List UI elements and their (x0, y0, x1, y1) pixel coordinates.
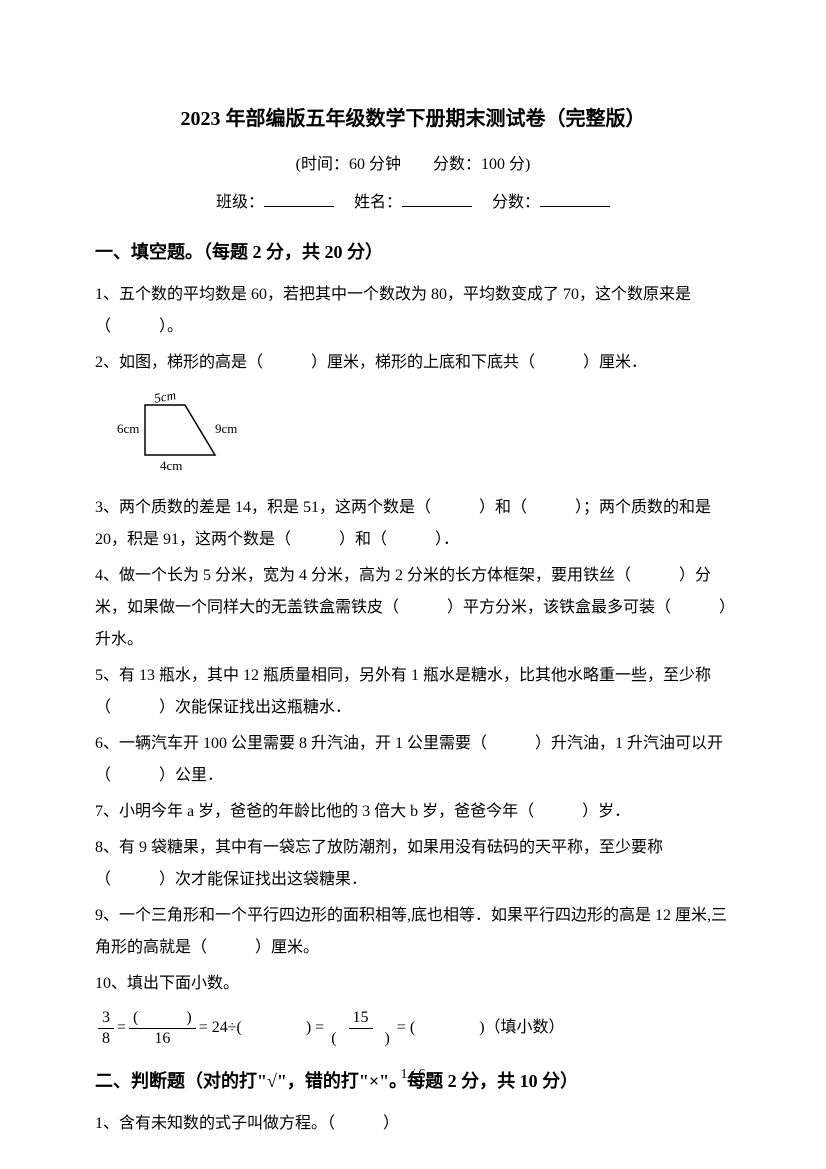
trapezoid-right-label: 9cm (215, 421, 237, 436)
question-3: 3、两个质数的差是 14，积是 51，这两个数是（ ）和（ ）；两个质数的和是 … (95, 492, 731, 556)
score-blank (540, 189, 610, 207)
fraction-2: ( ) 16 (129, 1008, 196, 1047)
exam-title: 2023 年部编版五年级数学下册期末测试卷（完整版） (95, 100, 731, 138)
eq-3: = ( )（填小数） (397, 1013, 565, 1043)
frac1-den: 8 (98, 1029, 114, 1048)
question-8: 8、有 9 袋糖果，其中有一袋忘了放防潮剂，如果用没有砝码的天平称，至少要称（ … (95, 832, 731, 896)
question-7: 7、小明今年 a 岁，爸爸的年龄比他的 3 倍大 b 岁，爸爸今年（ ）岁． (95, 796, 731, 828)
fraction-equation: 3 8 = ( ) 16 = 24÷( ) = 15 ( ) = ( )（填小数… (95, 1008, 731, 1047)
score-label: 分数： (492, 194, 540, 211)
trapezoid-left-label: 6cm (117, 421, 139, 436)
frac2-den: 16 (150, 1029, 174, 1048)
name-blank (402, 189, 472, 207)
fraction-1: 3 8 (98, 1008, 114, 1047)
question-9: 9、一个三角形和一个平行四边形的面积相等,底也相等．如果平行四边形的高是 12 … (95, 900, 731, 964)
question-4: 4、做一个长为 5 分米，宽为 4 分米，高为 2 分米的长方体框架，要用铁丝（… (95, 560, 731, 656)
page-number: 1 / 6 (95, 1062, 731, 1089)
trapezoid-top-label: 5cm (153, 387, 177, 406)
question-5: 5、有 13 瓶水，其中 12 瓶质量相同，另外有 1 瓶水是糖水，比其他水略重… (95, 660, 731, 724)
frac3-den: ( ) (327, 1029, 394, 1048)
class-blank (264, 189, 334, 207)
section1-header: 一、填空题。（每题 2 分，共 20 分） (95, 235, 731, 269)
eq-1: = (117, 1013, 126, 1043)
exam-subtitle: (时间：60 分钟 分数：100 分) (95, 150, 731, 180)
question-1: 1、五个数的平均数是 60，若把其中一个数改为 80，平均数变成了 70，这个数… (95, 279, 731, 343)
frac1-num: 3 (98, 1008, 114, 1028)
question-6: 6、一辆汽车开 100 公里需要 8 升汽油，开 1 公里需要（ ）升汽油，1 … (95, 728, 731, 792)
question-10: 10、填出下面小数。 (95, 968, 731, 1000)
eq-2: = 24÷( ) = (199, 1013, 325, 1043)
student-info-row: 班级： 姓名： 分数： (95, 188, 731, 218)
trapezoid-bottom-label: 4cm (160, 458, 182, 473)
fraction-3: 15 ( ) (327, 1008, 394, 1047)
frac3-num: 15 (349, 1008, 373, 1028)
question-2: 2、如图，梯形的高是（ ）厘米，梯形的上底和下底共（ ）厘米． (95, 347, 731, 379)
class-label: 班级： (216, 194, 264, 211)
trapezoid-figure: 5cm 6cm 9cm 4cm (115, 385, 731, 486)
name-label: 姓名： (354, 194, 402, 211)
frac2-num: ( ) (129, 1008, 196, 1028)
section2-question-1: 1、含有未知数的式子叫做方程。（ ） (95, 1108, 731, 1140)
